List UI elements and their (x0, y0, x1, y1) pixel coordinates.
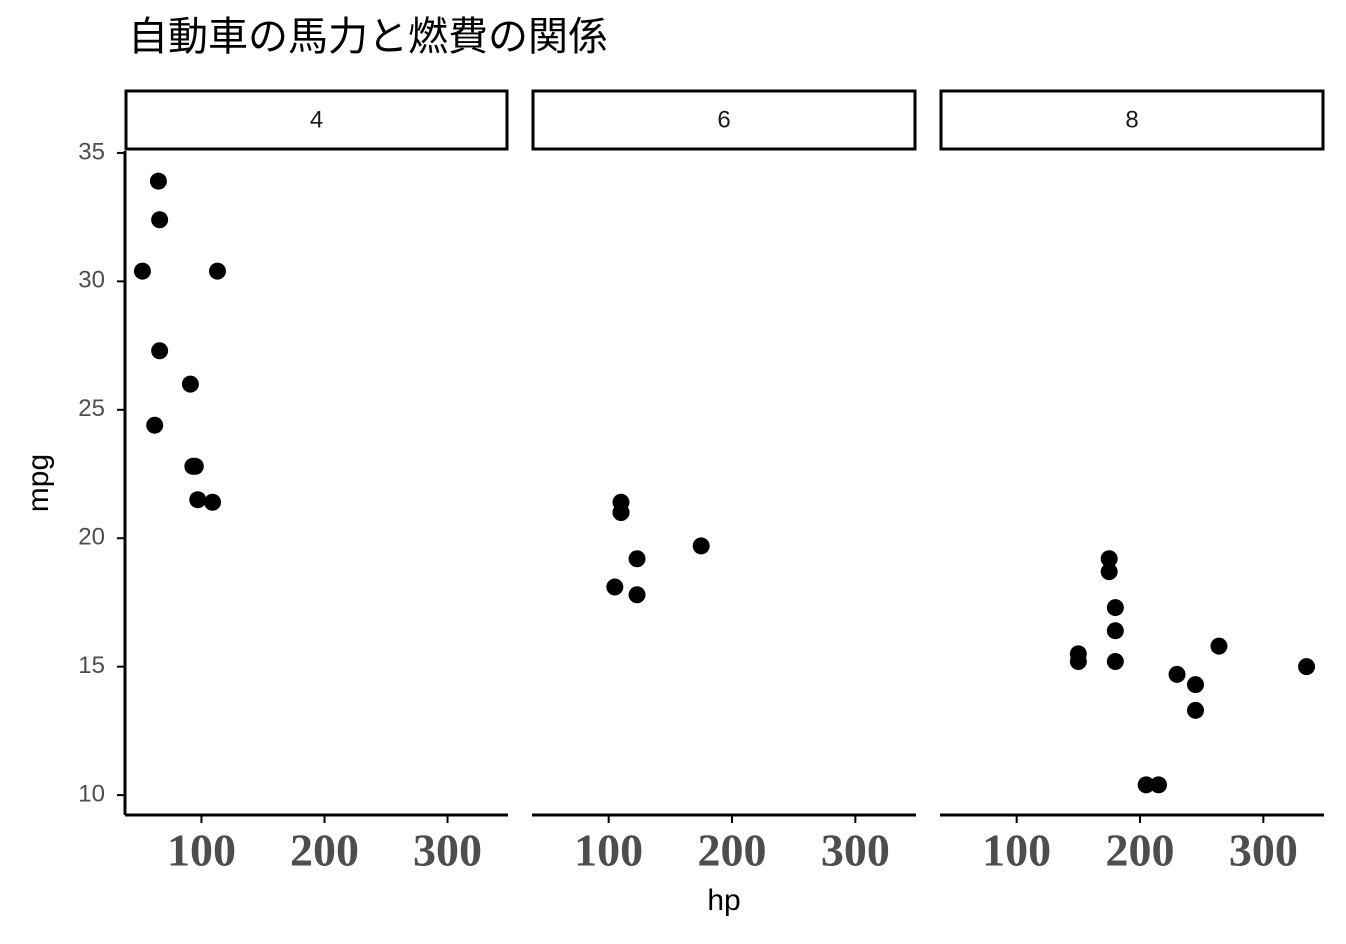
facet-strip (939, 89, 1325, 151)
point (1106, 599, 1124, 617)
point (1106, 653, 1124, 671)
point (1210, 637, 1228, 655)
y-axis-label: mpg (22, 454, 55, 512)
point (151, 211, 169, 229)
y-tick-label: 15 (78, 652, 105, 679)
x-tick-label: 300 (821, 825, 890, 876)
y-tick-label: 35 (78, 138, 105, 165)
point (133, 262, 151, 280)
x-tick-label: 100 (167, 825, 236, 876)
x-tick-label: 100 (574, 825, 643, 876)
y-tick-label: 10 (78, 780, 105, 807)
point (1100, 550, 1118, 568)
facet-label: 8 (1125, 106, 1138, 133)
point (1069, 653, 1087, 671)
x-tick-label: 200 (1106, 825, 1175, 876)
point (186, 457, 204, 475)
x-tick-label: 300 (1229, 825, 1298, 876)
point (606, 578, 624, 596)
point (628, 550, 646, 568)
facet-strip (531, 89, 917, 151)
point (208, 262, 226, 280)
point (1168, 665, 1186, 683)
y-tick-label: 20 (78, 524, 105, 551)
point (1137, 776, 1155, 794)
chart-title: 自動車の馬力と燃費の関係 (128, 14, 608, 60)
point (189, 491, 207, 509)
x-axis-label: hp (707, 884, 740, 917)
point (1298, 658, 1316, 676)
x-tick-label: 200 (698, 825, 767, 876)
point (1106, 622, 1124, 640)
y-tick-label: 30 (78, 267, 105, 294)
facet-label: 6 (717, 106, 730, 133)
point (1187, 701, 1205, 719)
facet-strip (124, 89, 509, 151)
point (1150, 776, 1168, 794)
point (1187, 676, 1205, 694)
point (146, 416, 164, 434)
point (628, 586, 646, 604)
x-tick-label: 300 (413, 825, 482, 876)
x-tick-label: 200 (290, 825, 359, 876)
point (612, 493, 630, 511)
y-tick-label: 25 (78, 395, 105, 422)
point (204, 493, 222, 511)
point (151, 342, 169, 360)
x-tick-label: 100 (982, 825, 1051, 876)
point (149, 172, 167, 190)
facet-label: 4 (310, 106, 323, 133)
point (1100, 563, 1118, 581)
point (181, 375, 199, 393)
point (692, 537, 710, 555)
